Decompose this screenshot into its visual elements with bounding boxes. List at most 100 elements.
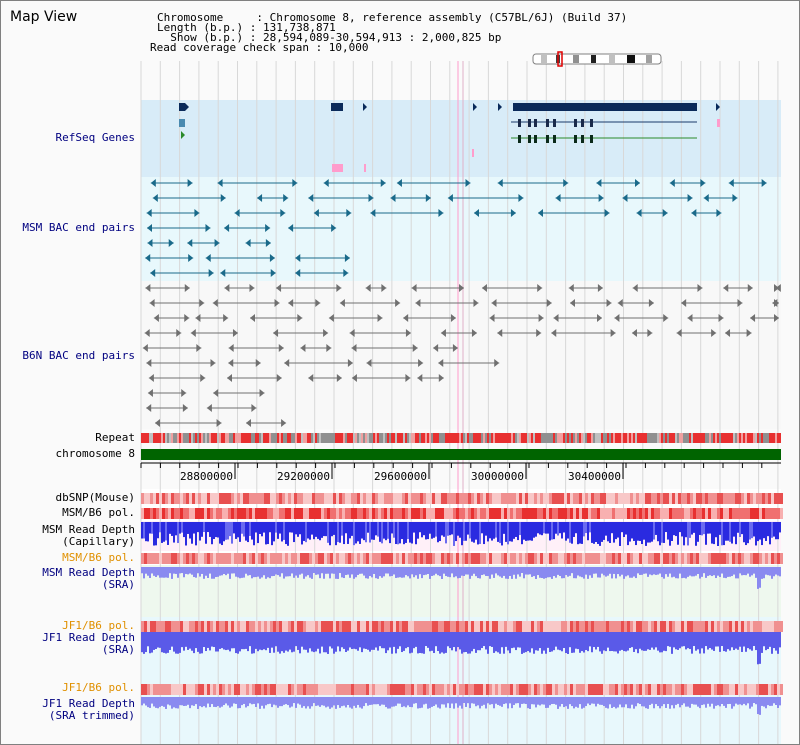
depth-bar bbox=[635, 522, 637, 546]
depth-bar bbox=[253, 632, 255, 654]
depth-bar bbox=[675, 522, 677, 537]
track-label-chromosome[interactable]: chromosome 8 bbox=[55, 447, 135, 460]
pol-cell bbox=[672, 621, 675, 632]
depth-bar bbox=[561, 632, 563, 652]
depth-bar bbox=[653, 632, 655, 650]
depth-bar bbox=[251, 632, 253, 654]
repeat-segment bbox=[203, 433, 205, 443]
pol-cell bbox=[768, 553, 771, 564]
depth-bar bbox=[465, 697, 467, 707]
depth-bar bbox=[259, 567, 261, 579]
track-label-msm-bac[interactable]: MSM BAC end pairs bbox=[22, 221, 135, 234]
depth-bar bbox=[489, 567, 491, 579]
depth-bar bbox=[457, 522, 459, 536]
depth-bar bbox=[609, 697, 611, 705]
pol-cell bbox=[141, 493, 144, 504]
track-label-jf1-b6-pol[interactable]: JF1/B6 pol. bbox=[62, 619, 135, 632]
depth-bar bbox=[393, 567, 395, 575]
pol-cell bbox=[384, 621, 387, 632]
track-label-jf1-b6-pol-2[interactable]: JF1/B6 pol. bbox=[62, 681, 135, 694]
bac-end-left bbox=[723, 284, 729, 292]
depth-bar bbox=[495, 697, 497, 704]
depth-bar bbox=[233, 632, 235, 649]
depth-bar bbox=[607, 522, 609, 542]
pol-cell bbox=[201, 621, 204, 632]
pol-cell bbox=[582, 684, 585, 695]
pol-cell bbox=[453, 508, 456, 519]
track-label-msm-b6-pol[interactable]: MSM/B6 pol. bbox=[62, 506, 135, 519]
depth-bar bbox=[351, 697, 353, 709]
pol-cell bbox=[561, 553, 564, 564]
repeat-segment bbox=[677, 433, 679, 443]
depth-bar bbox=[431, 522, 433, 539]
pol-cell bbox=[207, 493, 210, 504]
pol-cell bbox=[591, 508, 594, 519]
repeat-segment bbox=[649, 433, 651, 443]
pol-cell bbox=[693, 493, 696, 504]
depth-bar bbox=[177, 697, 179, 709]
track-label-dbsnp[interactable]: dbSNP(Mouse) bbox=[55, 491, 135, 504]
track-label-repeat[interactable]: Repeat bbox=[95, 431, 135, 444]
repeat-segment bbox=[305, 433, 307, 443]
depth-bar bbox=[227, 697, 229, 706]
depth-bar bbox=[721, 632, 723, 647]
depth-bar bbox=[471, 567, 473, 576]
pol-cell bbox=[276, 553, 279, 564]
bac-end-left bbox=[447, 194, 453, 202]
pol-cell bbox=[489, 508, 492, 519]
pol-cell bbox=[267, 508, 270, 519]
depth-bar bbox=[367, 697, 369, 706]
depth-bar bbox=[709, 697, 711, 707]
pol-cell bbox=[324, 684, 327, 695]
bac-end-right bbox=[518, 194, 524, 202]
track-label-b6n-bac[interactable]: B6N BAC end pairs bbox=[22, 349, 135, 362]
depth-bar bbox=[491, 522, 493, 541]
depth-bar bbox=[717, 697, 719, 706]
read-coverage-span: Read coverage check span : 10,000 bbox=[150, 41, 369, 54]
repeat-segment bbox=[479, 433, 481, 443]
pol-cell bbox=[447, 684, 450, 695]
pol-cell bbox=[393, 508, 396, 519]
track-label-msm-depth-sra-1[interactable]: MSM Read Depth bbox=[42, 566, 135, 579]
pol-cell bbox=[195, 508, 198, 519]
depth-bar bbox=[493, 522, 495, 539]
depth-bar bbox=[471, 697, 473, 704]
pol-cell bbox=[519, 621, 522, 632]
depth-bar bbox=[221, 697, 223, 707]
pol-cell bbox=[219, 553, 222, 564]
repeat-segment bbox=[503, 433, 505, 443]
depth-bar bbox=[731, 632, 733, 648]
repeat-segment bbox=[679, 433, 681, 443]
depth-bar bbox=[533, 632, 535, 654]
pol-cell bbox=[477, 684, 480, 695]
depth-bar bbox=[449, 522, 451, 536]
pol-cell bbox=[534, 508, 537, 519]
bac-end-left bbox=[144, 329, 150, 337]
pol-cell bbox=[621, 508, 624, 519]
pol-cell bbox=[291, 553, 294, 564]
pol-cell bbox=[216, 553, 219, 564]
axis-tick-label: 30400000 bbox=[568, 470, 621, 483]
track-label-msm-depth-cap-1[interactable]: MSM Read Depth bbox=[42, 523, 135, 536]
track-label-refseq[interactable]: RefSeq Genes bbox=[55, 131, 135, 144]
depth-bar bbox=[397, 522, 399, 545]
depth-bar bbox=[411, 632, 413, 653]
track-label-jf1-depth-trim-1[interactable]: JF1 Read Depth bbox=[42, 697, 135, 710]
pol-cell bbox=[684, 621, 687, 632]
depth-bar bbox=[591, 567, 593, 578]
pol-cell bbox=[546, 621, 549, 632]
pol-cell bbox=[570, 621, 573, 632]
depth-bar bbox=[169, 567, 171, 574]
repeat-segment bbox=[185, 433, 187, 443]
pol-cell bbox=[744, 621, 747, 632]
depth-bar bbox=[369, 567, 371, 577]
pol-cell bbox=[693, 621, 696, 632]
depth-bar bbox=[365, 522, 367, 543]
depth-bar bbox=[651, 567, 653, 576]
gene-exon bbox=[574, 135, 577, 143]
track-label-jf1-depth-sra-1[interactable]: JF1 Read Depth bbox=[42, 631, 135, 644]
depth-bar bbox=[619, 632, 621, 651]
depth-bar bbox=[173, 522, 175, 543]
track-label-msm-b6-pol-2[interactable]: MSM/B6 pol. bbox=[62, 551, 135, 564]
